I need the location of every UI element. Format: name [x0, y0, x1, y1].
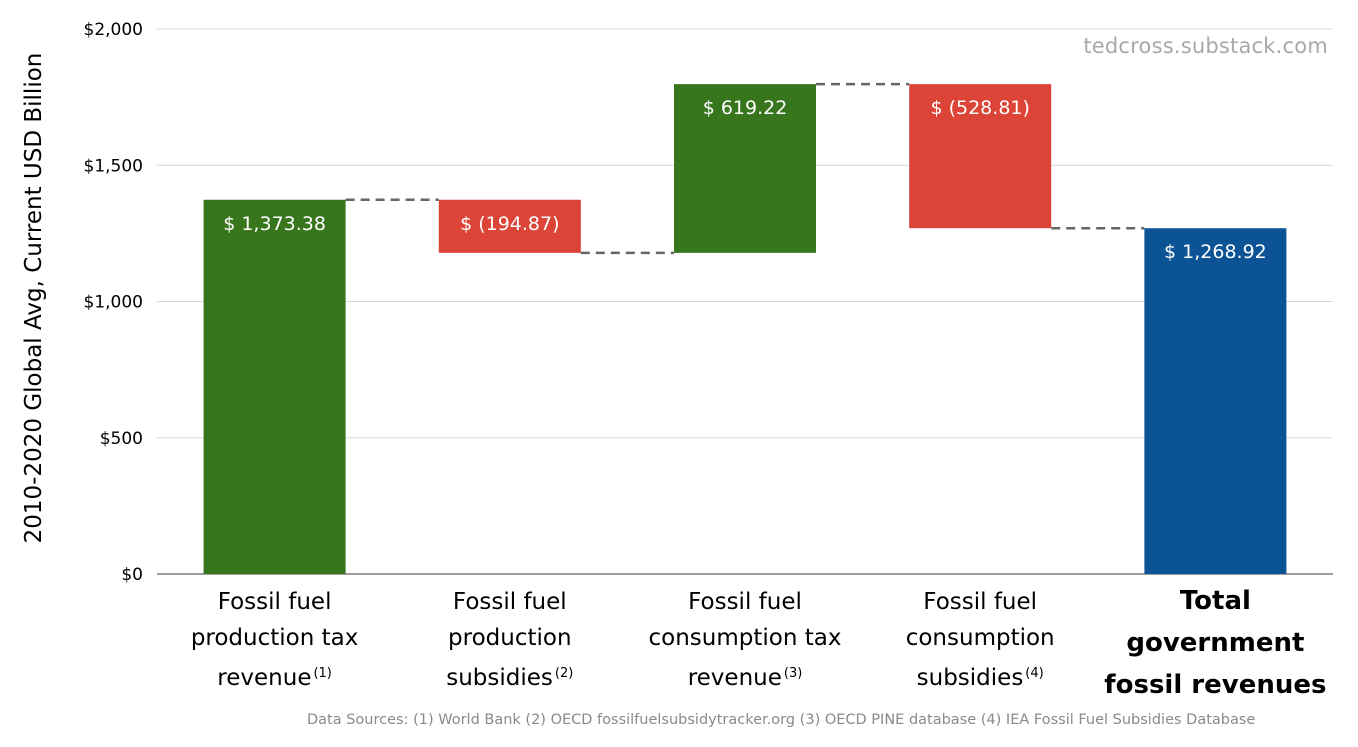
bar	[909, 84, 1052, 229]
footnote-marker: (2)	[554, 666, 574, 681]
bar-data-label: $ (194.87)	[460, 213, 559, 235]
category-label-line: government	[1126, 628, 1305, 658]
y-tick-label: $1,000	[84, 293, 143, 313]
category-label-line: production tax	[190, 625, 359, 651]
category-label: Fossil fuel consumption tax revenue (3)	[630, 584, 860, 696]
category-label: Total government fossil revenues	[1100, 580, 1330, 706]
watermark: tedcross.substack.com	[1083, 34, 1328, 58]
category-label-line: Fossil fuel	[217, 589, 332, 615]
category-label-line: revenue (1)	[217, 665, 332, 691]
bar	[203, 199, 346, 574]
bar-data-label: $ 1,268.92	[1164, 241, 1267, 263]
category-label-line: consumption	[905, 625, 1055, 651]
footnote-marker: (3)	[783, 666, 803, 681]
y-axis-title: 2010-2020 Global Avg, Current USD Billio…	[21, 52, 47, 544]
category-label-line: Fossil fuel	[452, 589, 567, 615]
bar	[1144, 228, 1287, 574]
category-label-line: Total	[1179, 586, 1251, 616]
bar-data-label: $ 1,373.38	[223, 213, 326, 235]
category-label-line: production	[448, 625, 572, 651]
category-label-line: subsidies (2)	[446, 665, 574, 691]
category-label-line: subsidies (4)	[916, 665, 1044, 691]
data-sources-footer: Data Sources: (1) World Bank (2) OECD fo…	[307, 712, 1256, 728]
footnote-marker: (4)	[1025, 666, 1044, 681]
category-label-line: consumption tax	[648, 625, 842, 651]
bar	[438, 199, 581, 253]
bar-data-label: $ (528.81)	[930, 97, 1029, 119]
category-label-line: Fossil fuel	[923, 589, 1038, 615]
footnote-marker: (1)	[313, 666, 332, 681]
category-label: Fossil fuel production subsidies (2)	[395, 584, 625, 696]
y-tick-label: $1,500	[84, 156, 143, 176]
y-tick-label: $500	[100, 429, 143, 449]
y-tick-label: $0	[121, 565, 143, 585]
category-label: Fossil fuel production tax revenue (1)	[160, 584, 390, 696]
category-label: Fossil fuel consumption subsidies (4)	[865, 584, 1095, 696]
bar-data-label: $ 619.22	[703, 97, 788, 119]
category-label-line: revenue (3)	[687, 665, 803, 691]
bar	[674, 84, 816, 253]
category-label-line: Fossil fuel	[688, 589, 802, 615]
y-tick-label: $2,000	[84, 20, 143, 40]
category-label-line: fossil revenues	[1104, 670, 1327, 700]
